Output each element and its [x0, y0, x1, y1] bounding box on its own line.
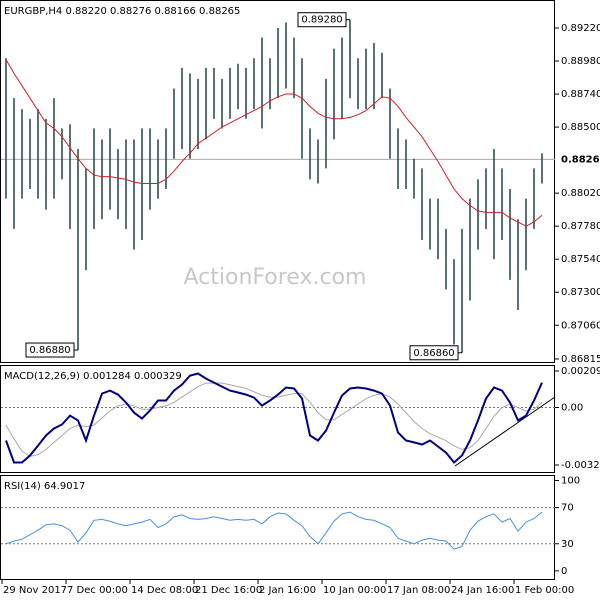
macd-panel-frame: [0, 365, 555, 473]
y-tick-label: 100: [561, 476, 580, 487]
price-panel-frame: [0, 0, 555, 363]
x-tick-label: 29 Nov 2017: [3, 585, 67, 596]
y-tick-label: 0.88020: [561, 188, 600, 199]
annotation-box: [297, 12, 347, 28]
moving-average: [5, 59, 543, 227]
y-tick-label: 0.00: [561, 403, 583, 414]
rsi-line: [5, 511, 543, 550]
watermark: ActionForex.com: [184, 265, 367, 290]
y-tick-label: -0.003292: [561, 460, 600, 471]
y-tick-label: 0.87780: [561, 221, 600, 232]
x-tick-label: 10 Jan 00:00: [323, 585, 386, 596]
panel-title: EURGBP,H4 0.88220 0.88276 0.88166 0.8826…: [4, 6, 240, 17]
y-tick-label: 30: [561, 539, 574, 550]
x-tick-label: 14 Dec 08:00: [131, 585, 198, 596]
y-tick-label: 0: [561, 566, 567, 577]
y-tick-label: 0.89220: [561, 23, 600, 34]
macd-line: [5, 372, 543, 464]
y-tick-label: 0.002093: [561, 366, 600, 377]
panel-title: RSI(14) 64.9017: [4, 481, 85, 492]
x-tick-label: 24 Jan 16:00: [451, 585, 514, 596]
x-tick-label: 7 Dec 00:00: [67, 585, 128, 596]
y-tick-label: 0.88740: [561, 89, 600, 100]
annotation-label: 0.86860: [413, 348, 454, 359]
annotation-box: [25, 342, 75, 358]
y-tick-label: 0.86815: [561, 354, 600, 365]
annotation-label: 0.86880: [29, 345, 70, 356]
panel-title: MACD(12,26,9) 0.001284 0.000329: [4, 371, 182, 382]
x-tick-label: 1 Feb 00:00: [515, 585, 574, 596]
y-tick-label: 0.87540: [561, 254, 600, 265]
annotation-box: [409, 345, 459, 361]
y-tick-label: 70: [561, 503, 574, 514]
y-tick-label: 0.87060: [561, 320, 600, 331]
y-tick-label: 0.88500: [561, 122, 600, 133]
x-tick-label: 21 Dec 16:00: [195, 585, 262, 596]
x-tick-label: 2 Jan 16:00: [259, 585, 316, 596]
rsi-panel-frame: [0, 475, 555, 580]
y-tick-label: 0.88980: [561, 56, 600, 67]
annotation-label: 0.89280: [301, 15, 342, 26]
current-price-label: 0.88265: [561, 154, 600, 165]
x-tick-label: 17 Jan 08:00: [387, 585, 450, 596]
signal-line: [5, 382, 543, 457]
trend-line: [454, 396, 556, 467]
y-tick-label: 0.87300: [561, 287, 600, 298]
